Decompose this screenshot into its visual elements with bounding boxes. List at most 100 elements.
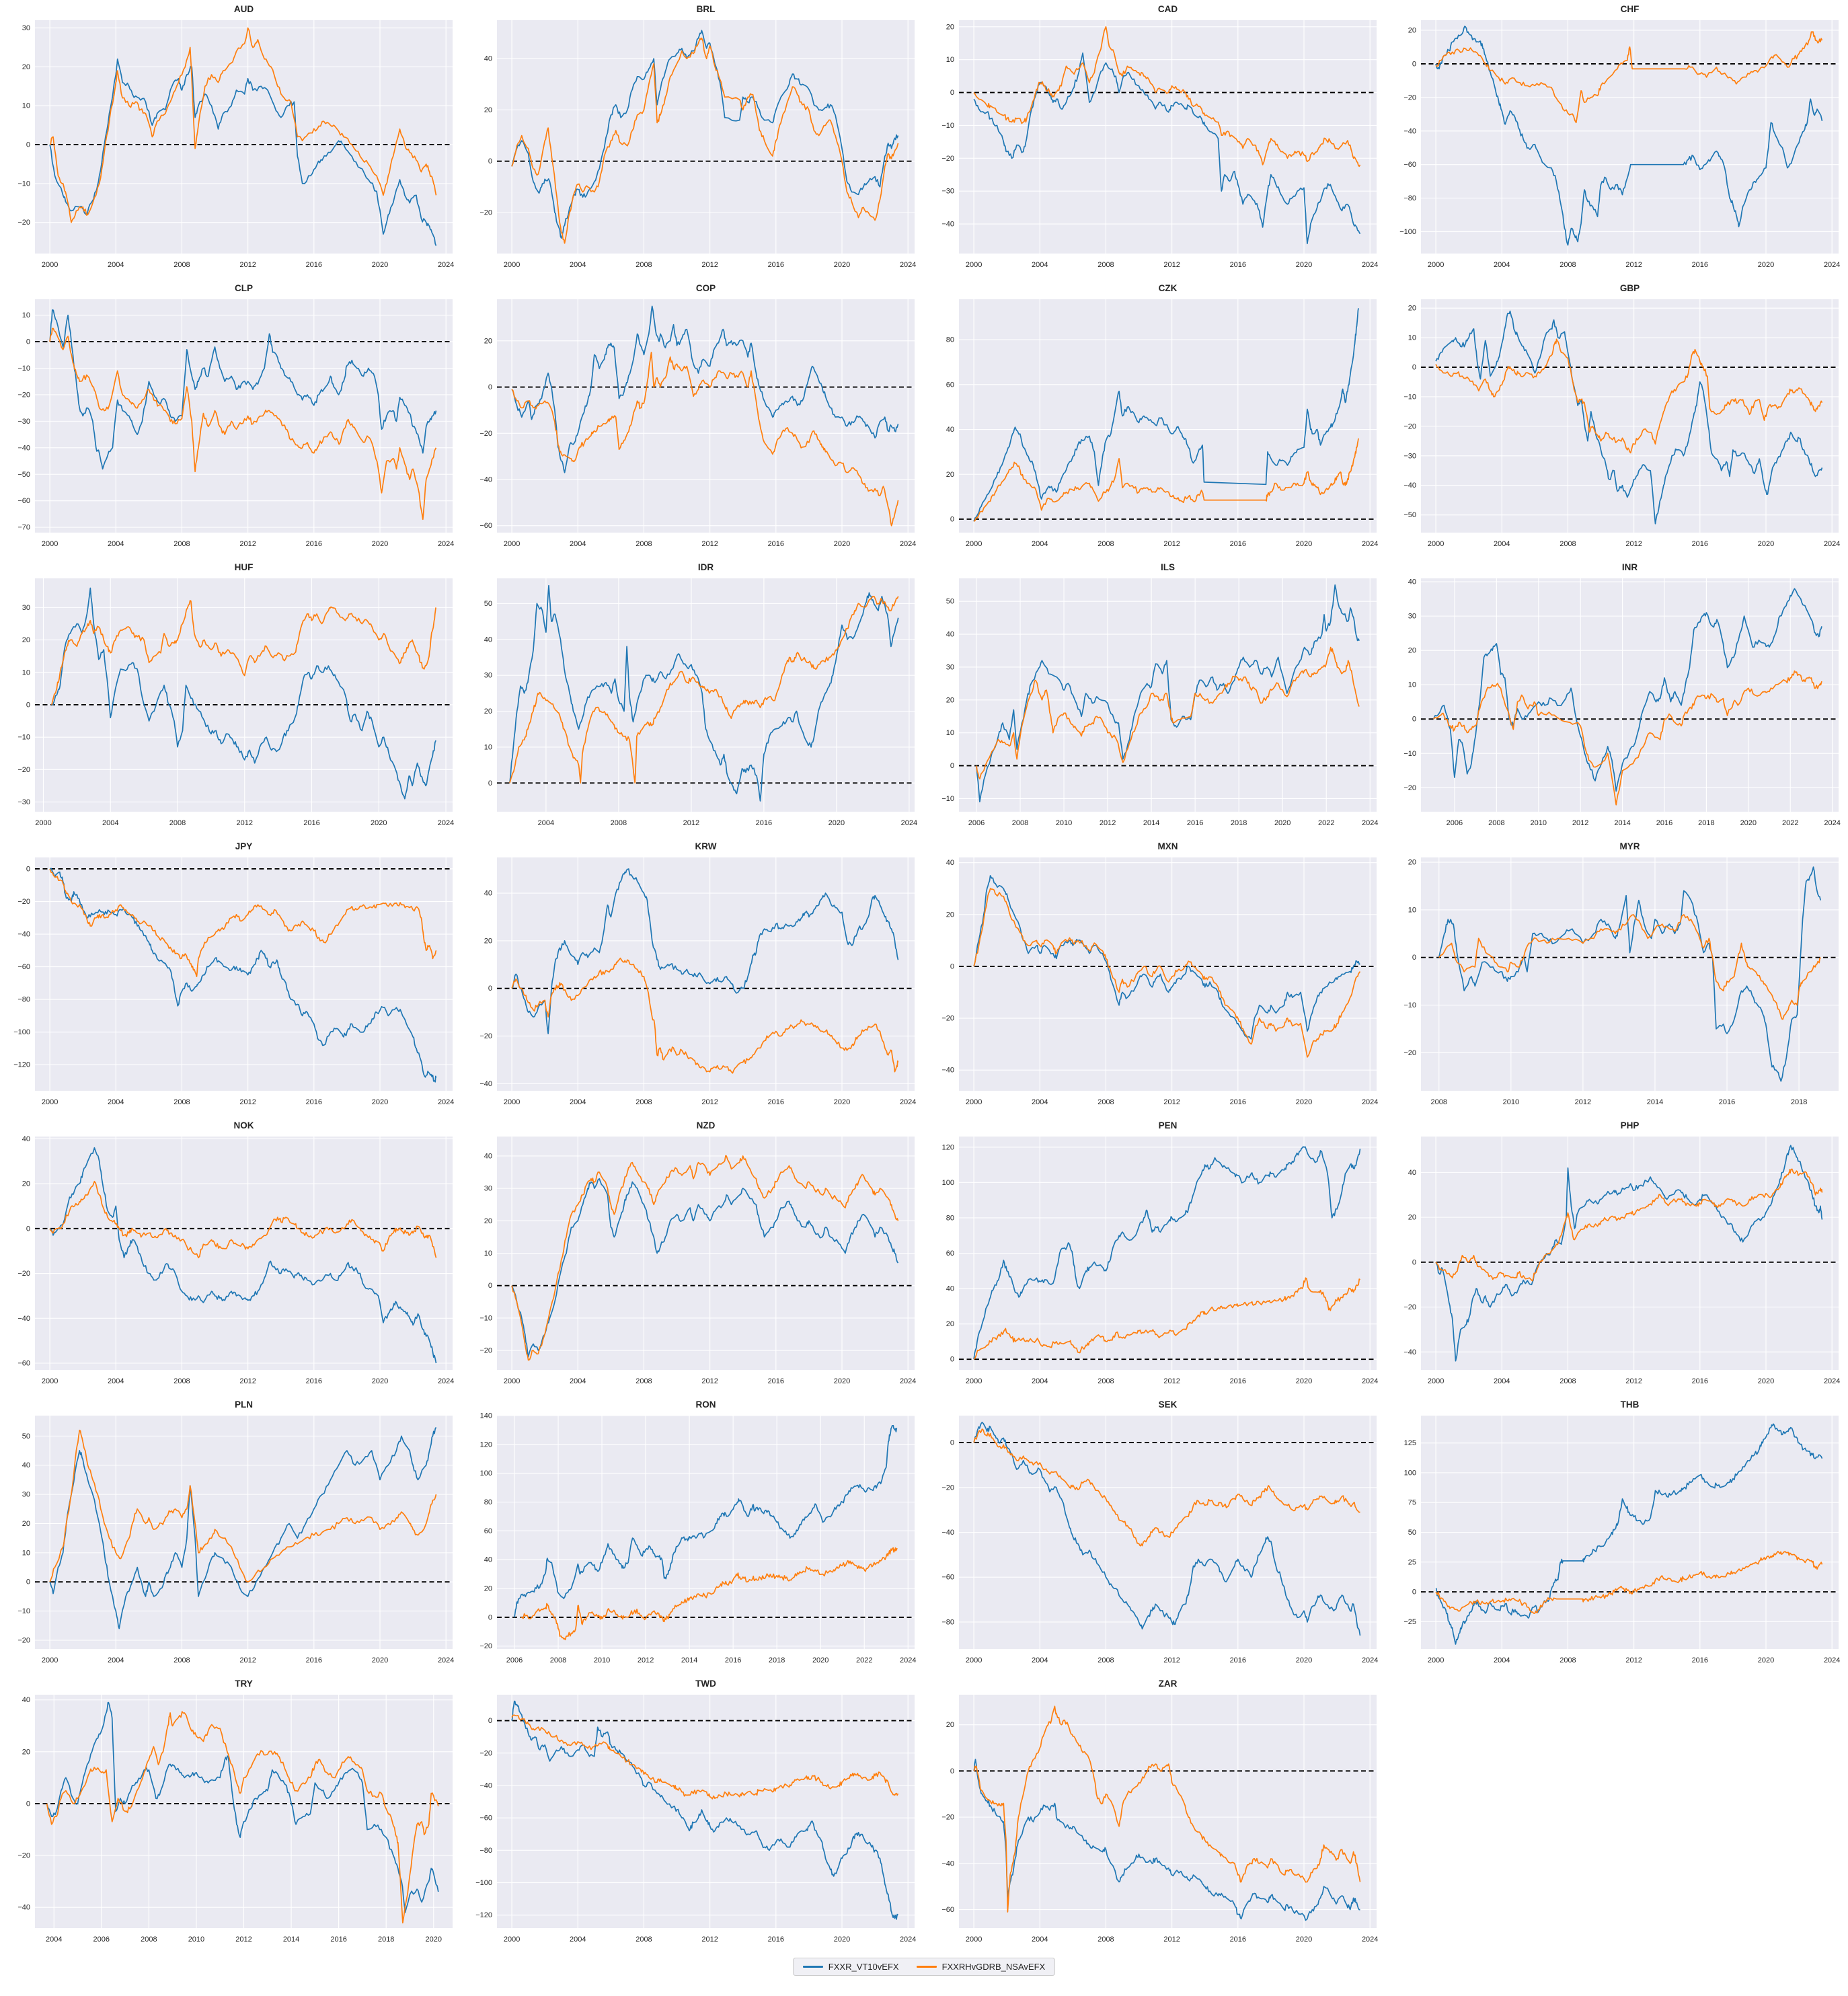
svg-text:20: 20 bbox=[22, 1748, 30, 1756]
svg-text:2012: 2012 bbox=[1163, 1098, 1180, 1106]
svg-text:2008: 2008 bbox=[636, 1935, 652, 1944]
svg-text:0: 0 bbox=[26, 338, 30, 346]
svg-text:−20: −20 bbox=[17, 1270, 30, 1278]
svg-text:60: 60 bbox=[946, 381, 954, 389]
svg-text:−20: −20 bbox=[1403, 784, 1416, 792]
svg-text:2012: 2012 bbox=[1625, 261, 1642, 269]
svg-text:CZK: CZK bbox=[1159, 283, 1178, 293]
svg-text:20: 20 bbox=[946, 23, 954, 31]
svg-text:2024: 2024 bbox=[438, 1656, 454, 1664]
chart-ils: 50 40 30 20 10 0 −10 2006 2008 2010 2012 2014 2016 20… bbox=[924, 558, 1386, 837]
svg-text:0: 0 bbox=[950, 962, 954, 970]
svg-text:2004: 2004 bbox=[108, 540, 124, 548]
svg-text:2020: 2020 bbox=[834, 1935, 850, 1944]
svg-text:−20: −20 bbox=[1403, 1303, 1416, 1311]
svg-text:2020: 2020 bbox=[812, 1656, 829, 1664]
svg-text:−20: −20 bbox=[479, 1347, 492, 1355]
svg-text:30: 30 bbox=[22, 604, 30, 612]
svg-text:−20: −20 bbox=[17, 1636, 30, 1644]
svg-text:−60: −60 bbox=[941, 1906, 954, 1914]
svg-text:CLP: CLP bbox=[235, 283, 253, 293]
svg-text:100: 100 bbox=[942, 1179, 954, 1187]
chart-sek: 0 −20 −40 −60 −80 2000 2004 2008 2012 2016 2020 202… bbox=[924, 1395, 1386, 1675]
plot-nzd: 40 30 20 10 0 −10 −20 2000 2004 2008 2012 2016 2020 2… bbox=[479, 1120, 916, 1385]
plot-pln: 50 40 30 20 10 0 −10 −20 2000 2004 2008 2012 2016 202… bbox=[17, 1399, 454, 1664]
svg-text:20: 20 bbox=[1408, 305, 1416, 313]
svg-text:2016: 2016 bbox=[306, 261, 322, 269]
svg-text:2008: 2008 bbox=[1098, 1377, 1114, 1385]
svg-text:20: 20 bbox=[1408, 1214, 1416, 1222]
svg-text:−10: −10 bbox=[17, 734, 30, 742]
svg-text:−20: −20 bbox=[479, 1642, 492, 1650]
svg-text:50: 50 bbox=[1408, 1529, 1416, 1537]
svg-text:0: 0 bbox=[950, 1767, 954, 1775]
svg-text:2010: 2010 bbox=[188, 1935, 204, 1944]
svg-text:0: 0 bbox=[26, 1225, 30, 1233]
svg-text:2020: 2020 bbox=[1740, 819, 1757, 827]
svg-text:20: 20 bbox=[484, 707, 492, 716]
svg-text:2014: 2014 bbox=[1647, 1098, 1663, 1106]
svg-text:2000: 2000 bbox=[35, 819, 51, 827]
svg-text:2024: 2024 bbox=[900, 540, 916, 548]
svg-text:0: 0 bbox=[488, 779, 492, 788]
svg-text:2022: 2022 bbox=[1782, 819, 1798, 827]
svg-text:2012: 2012 bbox=[1100, 819, 1116, 827]
svg-text:0: 0 bbox=[488, 157, 492, 165]
plot-php: 40 20 0 −20 −40 2000 2004 2008 2012 2016 2020 2024 P… bbox=[1403, 1120, 1840, 1385]
svg-text:20: 20 bbox=[946, 696, 954, 704]
svg-text:−40: −40 bbox=[941, 1067, 954, 1075]
svg-text:−20: −20 bbox=[941, 1484, 954, 1492]
svg-text:30: 30 bbox=[22, 1491, 30, 1499]
plot-pen: 120 100 80 60 40 20 0 2000 2004 2008 2012 2016 2020 2… bbox=[942, 1120, 1379, 1385]
chart-php: 40 20 0 −20 −40 2000 2004 2008 2012 2016 2020 2024 P… bbox=[1386, 1116, 1848, 1395]
svg-text:20: 20 bbox=[484, 1585, 492, 1593]
svg-text:2008: 2008 bbox=[1560, 1377, 1576, 1385]
svg-text:20: 20 bbox=[1408, 26, 1416, 34]
svg-text:40: 40 bbox=[946, 859, 954, 867]
svg-text:2012: 2012 bbox=[1572, 819, 1588, 827]
svg-text:2012: 2012 bbox=[237, 819, 253, 827]
svg-text:2020: 2020 bbox=[1758, 540, 1774, 548]
svg-text:10: 10 bbox=[1408, 681, 1416, 689]
svg-text:2000: 2000 bbox=[1428, 261, 1444, 269]
svg-text:2012: 2012 bbox=[701, 1935, 718, 1944]
svg-text:80: 80 bbox=[484, 1498, 492, 1506]
svg-text:20: 20 bbox=[946, 911, 954, 919]
svg-text:2024: 2024 bbox=[900, 1656, 916, 1664]
svg-text:2024: 2024 bbox=[1824, 261, 1840, 269]
svg-text:−20: −20 bbox=[941, 1814, 954, 1822]
svg-text:−80: −80 bbox=[1403, 194, 1416, 202]
svg-text:2016: 2016 bbox=[306, 1656, 322, 1664]
svg-text:−40: −40 bbox=[17, 444, 30, 452]
svg-text:−20: −20 bbox=[479, 208, 492, 217]
svg-text:40: 40 bbox=[946, 426, 954, 434]
svg-text:20: 20 bbox=[484, 937, 492, 945]
svg-text:2004: 2004 bbox=[1494, 540, 1510, 548]
svg-text:−20: −20 bbox=[941, 155, 954, 163]
plot-sek: 0 −20 −40 −60 −80 2000 2004 2008 2012 2016 2020 202… bbox=[941, 1399, 1378, 1664]
svg-text:2024: 2024 bbox=[438, 261, 454, 269]
legend-label-fxxr: FXXR_VT10vEFX bbox=[828, 1962, 899, 1972]
svg-text:2004: 2004 bbox=[1032, 540, 1048, 548]
svg-text:10: 10 bbox=[484, 743, 492, 751]
svg-text:2012: 2012 bbox=[683, 819, 699, 827]
plot-gbp: 20 10 0 −10 −20 −30 −40 −50 2000 2004 2008 2012 2016… bbox=[1403, 283, 1840, 548]
svg-text:2000: 2000 bbox=[504, 540, 520, 548]
plot-nok: 40 20 0 −20 −40 −60 2000 2004 2008 2012 2016 2020 20… bbox=[17, 1120, 454, 1385]
svg-text:2004: 2004 bbox=[1032, 1656, 1048, 1664]
chart-inr: 40 30 20 10 0 −10 −20 2006 2008 2010 2012 2014 2016 2… bbox=[1386, 558, 1848, 837]
svg-text:2000: 2000 bbox=[1428, 1656, 1444, 1664]
svg-text:2012: 2012 bbox=[239, 1377, 256, 1385]
svg-text:2016: 2016 bbox=[1230, 1656, 1246, 1664]
svg-text:HUF: HUF bbox=[235, 562, 254, 572]
svg-text:ILS: ILS bbox=[1161, 562, 1175, 572]
svg-text:2020: 2020 bbox=[372, 1656, 388, 1664]
chart-nok: 40 20 0 −20 −40 −60 2000 2004 2008 2012 2016 2020 20… bbox=[0, 1116, 462, 1395]
svg-text:2008: 2008 bbox=[1560, 261, 1576, 269]
svg-text:2024: 2024 bbox=[1362, 1656, 1378, 1664]
svg-text:0: 0 bbox=[488, 1717, 492, 1725]
svg-text:GBP: GBP bbox=[1620, 283, 1640, 293]
svg-text:20: 20 bbox=[22, 1180, 30, 1188]
svg-text:2000: 2000 bbox=[966, 540, 982, 548]
